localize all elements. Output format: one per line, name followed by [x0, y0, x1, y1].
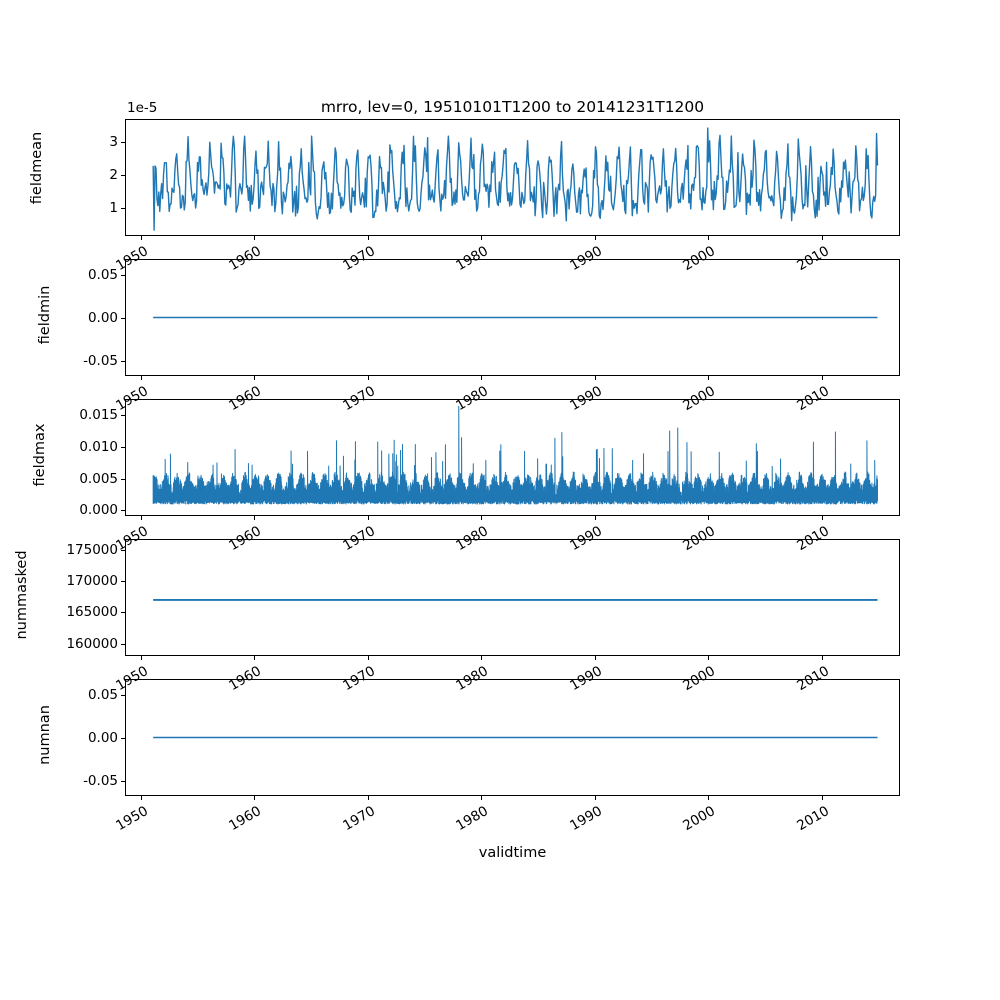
nummasked-xtick-mark	[367, 656, 369, 660]
fieldmax-xtick-mark	[254, 516, 256, 520]
numnan-xtick-label: 1990	[567, 803, 605, 835]
fieldmean-ytick-mark	[121, 208, 125, 210]
nummasked-ytick-label: 175000	[66, 542, 118, 559]
nummasked-xtick-mark	[254, 656, 256, 660]
nummasked-ytick-mark	[121, 550, 125, 552]
fieldmin-ytick-label: 0.05	[87, 266, 118, 283]
numnan-xtick-mark	[594, 796, 596, 800]
numnan-ytick-label: 0.00	[87, 729, 118, 746]
fieldmax-ytick-mark	[121, 510, 125, 512]
fieldmax-ytick-mark	[121, 414, 125, 416]
subplot-fieldmin	[125, 259, 900, 376]
fieldmean-exponent-label: 1e-5	[127, 100, 158, 116]
numnan-xtick-mark	[140, 796, 142, 800]
numnan-xtick-mark	[367, 796, 369, 800]
fieldmean-xtick-mark	[594, 236, 596, 240]
fieldmax-xtick-mark	[594, 516, 596, 520]
nummasked-ytick-label: 165000	[66, 604, 118, 621]
fieldmean-plot-line	[126, 120, 899, 235]
fieldmax-xtick-mark	[481, 516, 483, 520]
fieldmax-plot-line	[126, 400, 899, 515]
fieldmean-xtick-mark	[481, 236, 483, 240]
numnan-xtick-mark	[254, 796, 256, 800]
nummasked-ytick-mark	[121, 612, 125, 614]
fieldmin-xtick-mark	[708, 376, 710, 380]
fieldmin-ytick-mark	[121, 274, 125, 276]
x-axis-label: validtime	[478, 845, 547, 861]
fieldmax-xtick-mark	[708, 516, 710, 520]
nummasked-xtick-mark	[708, 656, 710, 660]
fieldmean-xtick-mark	[708, 236, 710, 240]
numnan-ytick-mark	[121, 780, 125, 782]
fieldmax-xtick-mark	[821, 516, 823, 520]
numnan-xtick-label: 1950	[113, 803, 151, 835]
fieldmax-xtick-mark	[367, 516, 369, 520]
fieldmin-xtick-mark	[594, 376, 596, 380]
fieldmin-xtick-mark	[254, 376, 256, 380]
numnan-xtick-mark	[821, 796, 823, 800]
numnan-xtick-mark	[481, 796, 483, 800]
numnan-plot-line	[126, 680, 899, 795]
fieldmean-xtick-mark	[367, 236, 369, 240]
numnan-xtick-label: 1970	[340, 803, 378, 835]
fieldmin-xtick-mark	[481, 376, 483, 380]
fieldmin-plot-line	[126, 260, 899, 375]
nummasked-ytick-label: 160000	[66, 635, 118, 652]
subplot-fieldmean	[125, 119, 900, 236]
fieldmin-ytick-label: -0.05	[83, 352, 118, 369]
nummasked-xtick-mark	[481, 656, 483, 660]
numnan-xtick-label: 2010	[793, 803, 832, 835]
subplot-fieldmax	[125, 399, 900, 516]
fieldmax-ytick-label: 0.000	[79, 502, 118, 519]
fieldmean-xtick-mark	[140, 236, 142, 240]
nummasked-xtick-mark	[821, 656, 823, 660]
nummasked-ytick-mark	[121, 643, 125, 645]
nummasked-xtick-mark	[594, 656, 596, 660]
nummasked-ytick-label: 170000	[66, 573, 118, 590]
fieldmin-ytick-mark	[121, 360, 125, 362]
fieldmin-ytick-label: 0.00	[87, 309, 118, 326]
nummasked-xtick-mark	[140, 656, 142, 660]
fieldmin-xtick-mark	[367, 376, 369, 380]
fieldmin-xtick-mark	[821, 376, 823, 380]
fieldmean-ytick-mark	[121, 142, 125, 144]
fieldmax-ytick-label: 0.010	[79, 438, 118, 455]
numnan-ytick-mark	[121, 694, 125, 696]
fieldmax-ytick-mark	[121, 478, 125, 480]
numnan-ytick-label: 0.05	[87, 686, 118, 703]
numnan-xtick-label: 2000	[680, 803, 719, 835]
fieldmean-ytick-label: 1	[109, 200, 118, 216]
numnan-xtick-label: 1980	[453, 803, 492, 835]
nummasked-plot-line	[126, 540, 899, 655]
fieldmax-ytick-mark	[121, 446, 125, 448]
fieldmax-ytick-label: 0.005	[79, 470, 118, 487]
fieldmax-xtick-mark	[140, 516, 142, 520]
fieldmin-xtick-mark	[140, 376, 142, 380]
fieldmean-xtick-mark	[254, 236, 256, 240]
nummasked-ytick-mark	[121, 581, 125, 583]
fieldmean-ytick-mark	[121, 175, 125, 177]
numnan-xtick-mark	[708, 796, 710, 800]
fieldmean-xtick-mark	[821, 236, 823, 240]
numnan-ytick-mark	[121, 737, 125, 739]
fieldmean-ytick-label: 2	[109, 167, 118, 183]
figure-title: mrro, lev=0, 19510101T1200 to 20141231T1…	[320, 98, 705, 116]
fieldmax-ytick-label: 0.015	[79, 406, 118, 423]
fieldmin-ytick-mark	[121, 317, 125, 319]
numnan-ytick-label: -0.05	[83, 772, 118, 789]
fieldmean-ytick-label: 3	[109, 134, 118, 151]
subplot-numnan	[125, 679, 900, 796]
subplot-nummasked	[125, 539, 900, 656]
numnan-xtick-label: 1960	[226, 803, 265, 835]
